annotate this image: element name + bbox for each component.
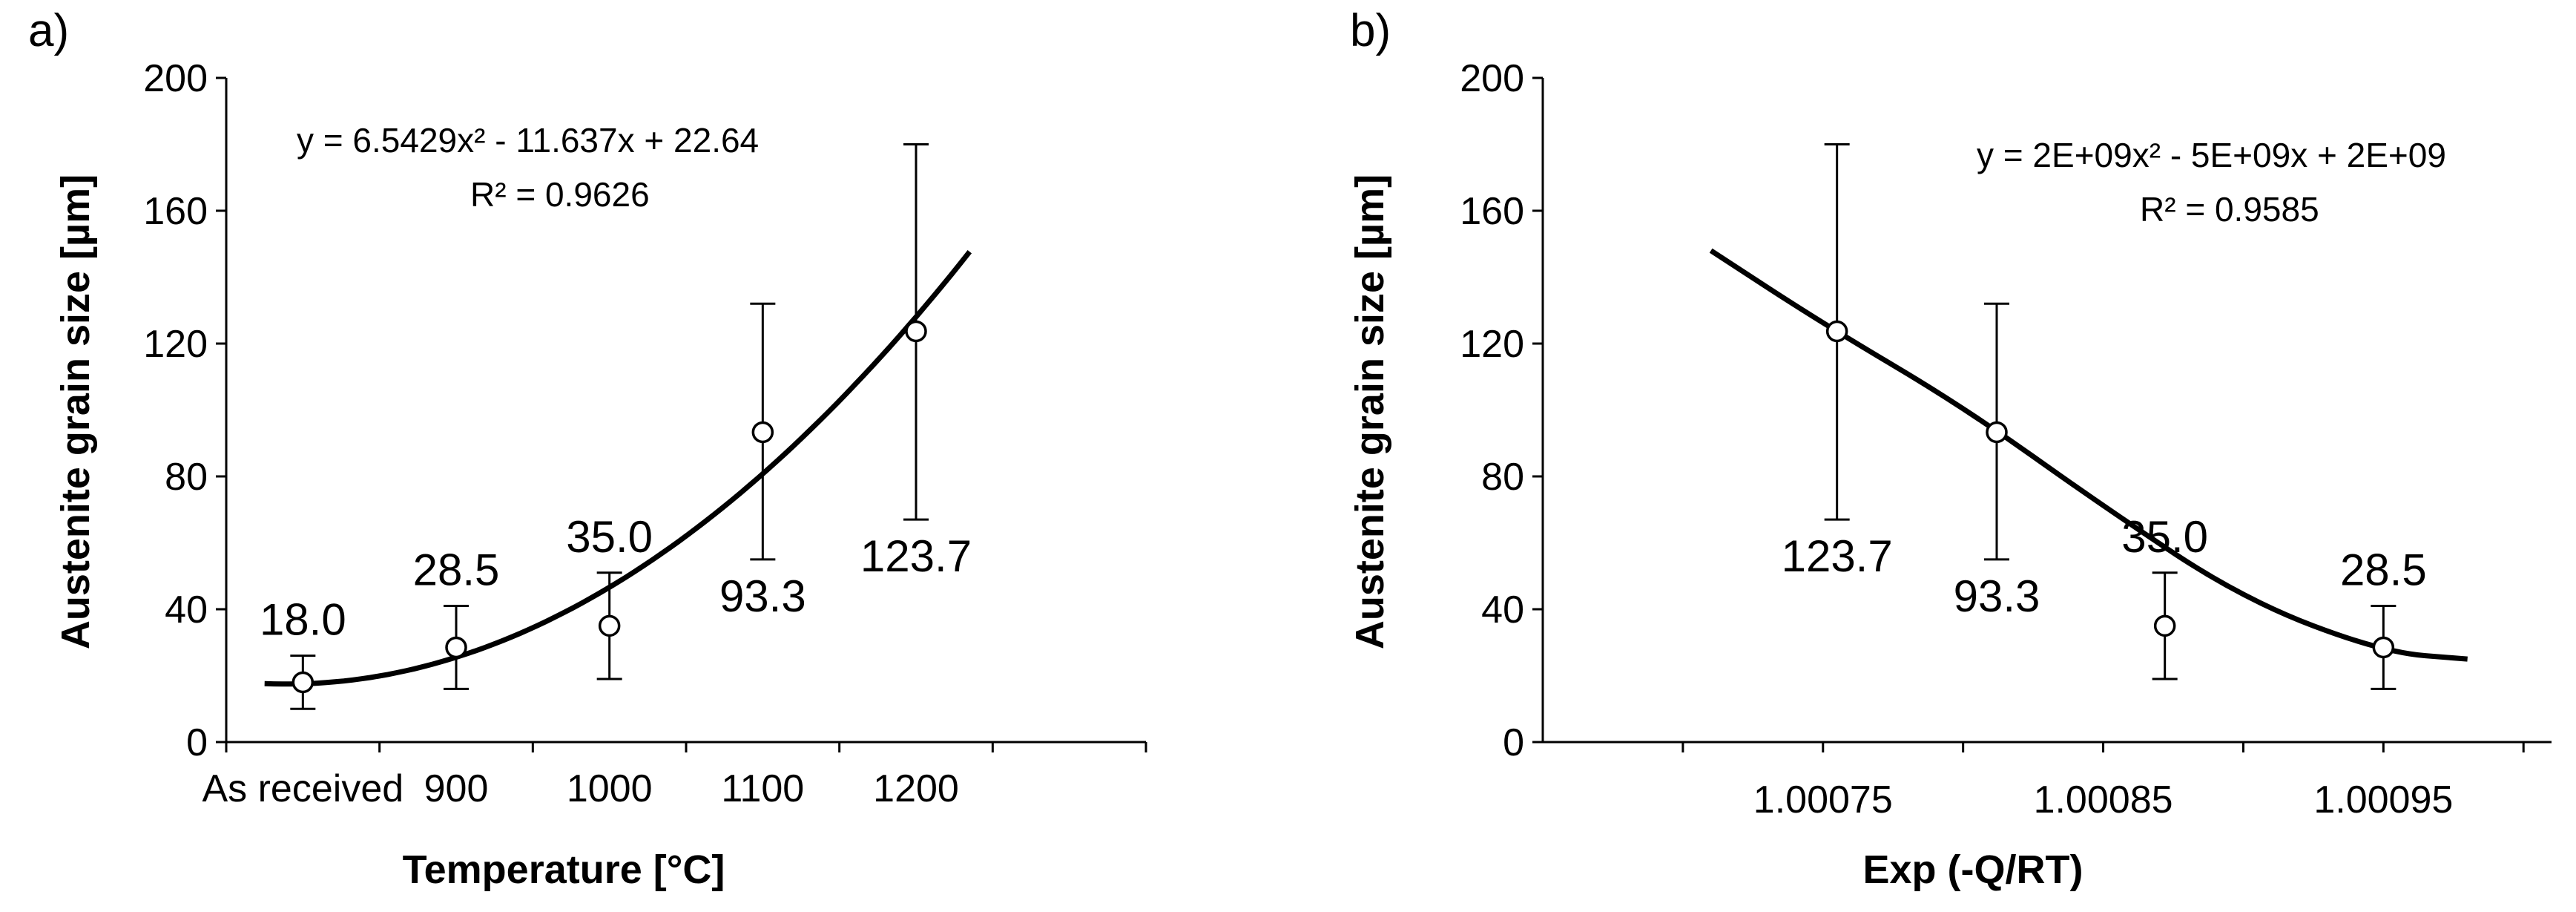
panel-a-data-label: 123.7 [860, 531, 972, 581]
panel-b-y-axis-title: Austenite grain size [µm] [1348, 174, 1392, 649]
panel-b-y-tick-label: 200 [1460, 57, 1524, 100]
panel-b-trendline-equation: y = 2E+09x² - 5E+09x + 2E+09 [1977, 136, 2446, 174]
panel-b-data-label: 28.5 [2340, 545, 2427, 595]
panel-a-data-point [291, 671, 314, 694]
panel-a-chart: a) Austenite grain size [µm] Temperature… [28, 5, 1147, 892]
panel-a-x-tick-label: 1000 [567, 767, 653, 810]
panel-a-x-tick-label: 900 [424, 767, 489, 810]
panel-a-y-axis-title: Austenite grain size [µm] [53, 174, 98, 649]
panel-b-x-tick-label: 1.00075 [1753, 778, 1893, 821]
panel-a-data-label: 28.5 [413, 545, 500, 595]
panel-a-data-point [905, 320, 927, 343]
panel-b-data-label: 35.0 [2121, 512, 2208, 562]
panel-b-data-label: 93.3 [1954, 571, 2040, 621]
panel-a-y-tick-label: 0 [186, 721, 208, 764]
panel-a-label: a) [28, 5, 69, 56]
panel-b-y-tick-label: 120 [1460, 323, 1524, 366]
panel-b-x-axis-title: Exp (-Q/RT) [1863, 847, 2083, 892]
panel-b-trendline-r2: R² = 0.9585 [2140, 190, 2319, 229]
panel-b-x-tick-label: 1.00095 [2313, 778, 2453, 821]
panel-b-chart: b) Austenite grain size [µm] Exp (-Q/RT)… [1348, 5, 2552, 892]
panel-a-trendline-equation: y = 6.5429x² - 11.637x + 22.64 [297, 121, 759, 160]
panel-a-y-tick-label: 80 [165, 456, 208, 499]
panel-a-data-label: 35.0 [566, 512, 653, 562]
panel-a-x-tick-label: 1100 [721, 767, 804, 810]
panel-a-data-point [598, 614, 621, 637]
panel-b-y-tick-label: 80 [1481, 456, 1524, 499]
panel-b-x-tick-label: 1.00085 [2034, 778, 2173, 821]
panel-b-label: b) [1350, 5, 1391, 56]
panel-a-y-tick-label: 120 [143, 323, 208, 366]
panel-b-y-tick-label: 40 [1481, 588, 1524, 631]
panel-b-trendline [1709, 248, 2468, 662]
panel-a-y-tick-label: 200 [143, 57, 208, 100]
panel-a-data-point [445, 636, 467, 659]
panel-b-y-tick-label: 160 [1460, 190, 1524, 233]
panel-b-data-point [2372, 636, 2395, 659]
panel-a-y-tick-label: 40 [165, 588, 208, 631]
panel-a-trendline [264, 250, 972, 687]
panel-a-y-tick-label: 160 [143, 190, 208, 233]
panel-b-y-tick-label: 0 [1503, 721, 1524, 764]
panel-a-x-tick-label: 1200 [873, 767, 959, 810]
panel-a-trendline-r2: R² = 0.9626 [470, 175, 650, 214]
panel-b-data-point [1986, 421, 2008, 444]
panel-a-data-point [751, 421, 774, 444]
panel-a-x-tick-label: As received [202, 767, 403, 810]
panel-b-data-point [2153, 614, 2176, 637]
panel-b-data-point [1825, 320, 1848, 343]
panel-a-data-label: 18.0 [260, 595, 346, 645]
panel-a-data-label: 93.3 [719, 571, 806, 621]
panel-b-data-label: 123.7 [1782, 531, 1893, 581]
panel-a-x-axis-title: Temperature [°C] [403, 847, 725, 892]
